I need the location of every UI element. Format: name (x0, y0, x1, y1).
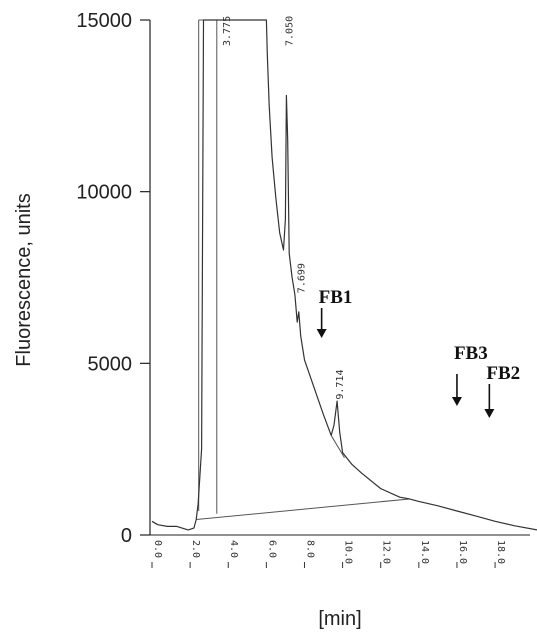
y-axis-ticks: 0 5000 10000 15000 (76, 10, 150, 547)
x-tick-label: 14.0 (419, 540, 430, 564)
series-line (151, 19, 537, 531)
y-tick-label: 10000 (76, 182, 132, 204)
y-tick-label: 0 (121, 525, 132, 547)
peak-label: 7.699 (297, 263, 308, 293)
x-tick-label: 10.0 (343, 540, 354, 564)
x-tick-label: 6.0 (266, 540, 277, 558)
x-tick-label: 12.0 (381, 540, 392, 564)
y-axis-label: Fluorescence, units (13, 193, 35, 366)
peak-label: 3.775 (222, 16, 233, 46)
peak-drop-line (330, 435, 345, 459)
x-tick-label: 18.0 (495, 540, 506, 564)
y-tick-label: 15000 (76, 10, 132, 32)
x-tick-label: 4.0 (228, 540, 239, 558)
annotation-label: FB1 (319, 287, 353, 308)
y-tick-label: 5000 (88, 353, 133, 375)
series-lines (151, 19, 537, 531)
x-tick-label: 16.0 (457, 540, 468, 564)
x-axis-ticks: 0.0 2.0 4.0 6.0 8.0 10.0 12.0 14.0 16.0 18.0 (151, 540, 506, 568)
x-tick-label: 8.0 (304, 540, 315, 558)
x-axis-label: [min] (318, 608, 361, 630)
arrow-down-icon (484, 409, 495, 418)
arrow-down-icon (316, 329, 327, 338)
x-tick-label: 2.0 (190, 540, 201, 558)
peak-label: 7.050 (284, 16, 295, 46)
annotation-label: FB2 (486, 363, 520, 384)
x-tick-label: 0.0 (152, 540, 163, 558)
arrow-down-icon (451, 397, 462, 406)
integration-baseline (196, 498, 410, 521)
peak-label: 9.714 (335, 370, 346, 400)
peak-labels: 3.775 7.050 7.699 9.714 (222, 16, 346, 400)
annotation-label: FB3 (454, 343, 488, 364)
